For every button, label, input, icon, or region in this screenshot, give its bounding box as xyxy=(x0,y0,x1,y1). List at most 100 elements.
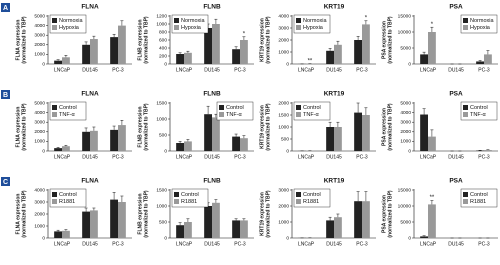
x-tick-label: PC-3 xyxy=(478,154,490,160)
bar xyxy=(326,127,334,151)
legend-label: R1881 xyxy=(181,199,197,205)
y-tick-label: 1000 xyxy=(278,124,289,130)
y-tick-label: 0 xyxy=(408,148,411,154)
legend-box xyxy=(49,101,87,121)
y-tick-label: 5000 xyxy=(34,100,45,106)
error-bar xyxy=(328,121,332,127)
bar xyxy=(232,136,240,151)
error-bar xyxy=(214,199,218,203)
legend-box xyxy=(293,101,331,121)
y-tick-label: 1000 xyxy=(278,49,289,55)
y-axis-label: (normalized to TBP) xyxy=(387,16,393,64)
y-tick-label: 0 xyxy=(42,61,45,67)
y-axis-label: FLNA expression xyxy=(15,194,21,235)
y-tick-label: 3000 xyxy=(278,25,289,31)
bar xyxy=(110,129,118,151)
y-axis-label: PSA expression xyxy=(381,108,387,146)
error-bar xyxy=(328,216,332,221)
significance: ** xyxy=(430,195,435,201)
panel-label-box xyxy=(1,177,10,186)
y-tick-label: 0 xyxy=(286,235,289,241)
error-bar xyxy=(64,229,68,231)
chart-title: FLNA xyxy=(81,91,99,98)
x-tick-label: PC-3 xyxy=(234,67,246,73)
legend-label: TNF-α xyxy=(470,112,487,118)
bar xyxy=(334,127,342,151)
y-tick-label: 2000 xyxy=(400,129,411,135)
y-tick-label: 2000 xyxy=(34,42,45,48)
error-bar xyxy=(64,144,68,147)
error-bar xyxy=(84,41,88,45)
y-axis-label: KRT19 expression xyxy=(259,18,265,62)
bar xyxy=(326,50,334,64)
bar xyxy=(232,220,240,238)
bar xyxy=(240,138,248,151)
bar xyxy=(54,148,62,151)
y-tick-label: 3000 xyxy=(400,119,411,125)
y-tick-label: 1500 xyxy=(278,112,289,118)
x-tick-label: DU145 xyxy=(326,67,342,73)
error-bar xyxy=(336,40,340,45)
significance: * xyxy=(431,22,434,28)
chart-title: FLNA xyxy=(81,4,99,11)
x-tick-label: LNCaP xyxy=(54,241,71,247)
y-tick-label: 5000 xyxy=(400,45,411,51)
y-tick-label: 2000 xyxy=(34,211,45,217)
bar xyxy=(184,141,192,151)
x-tick-label: LNCaP xyxy=(176,241,193,247)
bar xyxy=(176,225,184,238)
y-tick-label: 0 xyxy=(42,148,45,154)
bar xyxy=(90,210,98,238)
y-tick-label: 1500 xyxy=(156,100,167,106)
error-bar xyxy=(56,59,60,61)
y-axis-label: (normalized to TBP) xyxy=(143,190,149,238)
legend-swatch xyxy=(174,199,179,204)
error-bar xyxy=(234,46,238,50)
bar xyxy=(428,32,436,64)
y-tick-label: 1500 xyxy=(156,187,167,193)
bar xyxy=(90,39,98,64)
legend-label: Control xyxy=(303,192,321,198)
error-bar xyxy=(206,105,210,115)
chart-title: KRT19 xyxy=(324,4,345,11)
chart-title: FLNB xyxy=(203,178,221,185)
y-tick-label: 2000 xyxy=(34,129,45,135)
legend-label: Control xyxy=(59,192,77,198)
error-bar xyxy=(430,129,434,137)
legend-swatch xyxy=(52,112,57,117)
bar xyxy=(354,40,362,64)
y-tick-label: 1000 xyxy=(34,139,45,145)
y-axis-label: (normalized to TBP) xyxy=(265,190,271,238)
y-axis-label: FLNB expression xyxy=(137,106,143,147)
y-axis-label: (normalized to TBP) xyxy=(143,103,149,151)
x-tick-label: DU145 xyxy=(326,241,342,247)
error-bar xyxy=(422,235,426,237)
error-bar xyxy=(178,52,182,54)
y-tick-label: 1000 xyxy=(156,21,167,27)
y-axis-label: FLNA expression xyxy=(15,107,21,148)
chart-title: PSA xyxy=(449,178,463,185)
x-tick-label: LNCaP xyxy=(176,154,193,160)
y-tick-label: 1000 xyxy=(278,219,289,225)
error-bar xyxy=(186,218,190,222)
y-tick-label: 2000 xyxy=(278,100,289,106)
legend-label: Hypoxia xyxy=(59,25,80,31)
legend-label: Hypoxia xyxy=(470,25,491,31)
x-tick-label: LNCaP xyxy=(420,241,437,247)
legend-label: TNF-α xyxy=(59,112,76,118)
x-tick-label: DU145 xyxy=(204,154,220,160)
bar xyxy=(118,125,126,151)
x-tick-label: DU145 xyxy=(82,67,98,73)
y-tick-label: 2000 xyxy=(278,203,289,209)
y-axis-label: (normalized to TBP) xyxy=(265,16,271,64)
y-tick-label: 500 xyxy=(159,132,167,138)
y-tick-label: 3000 xyxy=(278,187,289,193)
bar xyxy=(176,143,184,151)
bar xyxy=(326,220,334,238)
error-bar xyxy=(64,55,68,58)
x-tick-label: PC-3 xyxy=(234,241,246,247)
bar xyxy=(212,24,220,64)
y-tick-label: 1000 xyxy=(400,139,411,145)
error-bar xyxy=(430,200,434,205)
legend-box xyxy=(460,14,498,34)
